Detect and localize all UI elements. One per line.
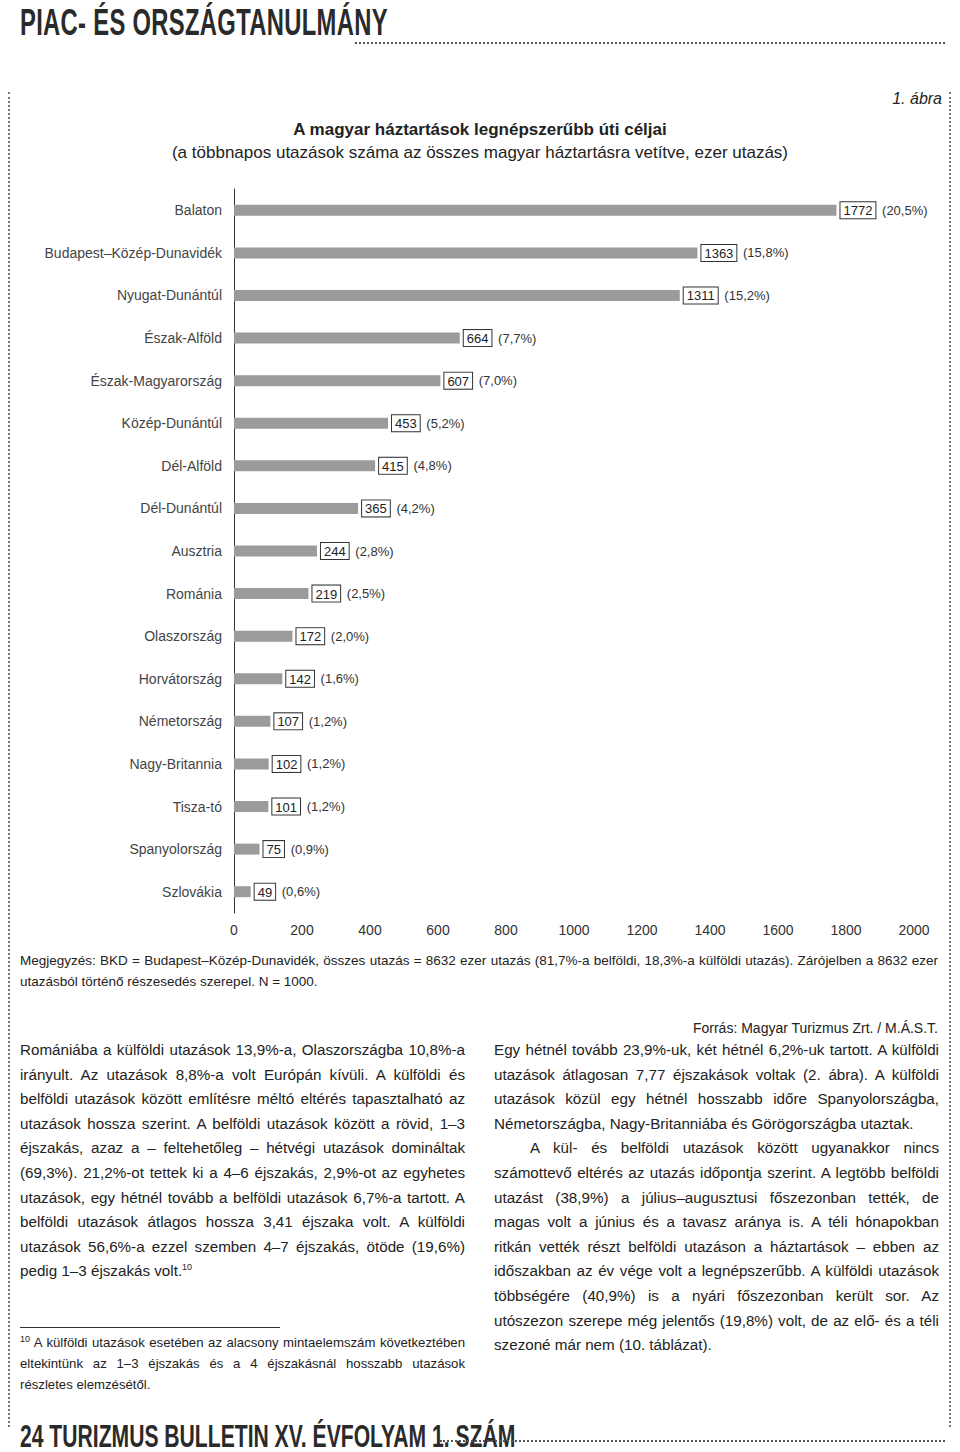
svg-text:664: 664 [467,331,489,346]
svg-text:Horvátország: Horvátország [139,671,222,687]
svg-text:(0,6%): (0,6%) [282,884,320,899]
html-text:PIAC- ÉS ORSZÁGTANULMÁNY: PIAC- ÉS ORSZÁGTANULMÁNY [20,2,388,43]
svg-text:1800: 1800 [830,922,861,938]
svg-text:1311: 1311 [687,288,715,303]
svg-text:Észak-Alföld: Észak-Alföld [144,330,222,346]
svg-text:219: 219 [315,587,337,602]
svg-text:(20,5%): (20,5%) [882,203,928,218]
svg-text:(2,5%): (2,5%) [347,586,385,601]
svg-text:1600: 1600 [762,922,793,938]
html-text:10A külföldi utazások esetében: 10A külföldi utazások esetében az alacso… [20,1333,465,1392]
html-text:Megjegyzés: BKD = Budapest–Köz: Megjegyzés: BKD = Budapest–Közép-Dunavid… [20,953,938,989]
html-text:Forrás: Magyar Turizmus Zrt. /: Forrás: Magyar Turizmus Zrt. / M.Á.S.T. [693,1020,938,1036]
svg-text:244: 244 [324,544,346,559]
svg-text:Nyugat-Dunántúl: Nyugat-Dunántúl [117,287,222,303]
svg-text:(1,2%): (1,2%) [309,714,347,729]
html-text:A magyar háztartások legnépsze: A magyar háztartások legnépszerűbb úti c… [293,120,667,139]
svg-text:Közép-Dunántúl: Közép-Dunántúl [122,415,222,431]
html-text:Romániába a külföldi utazások: Romániába a külföldi utazások 13,9%-a, O… [20,1041,465,1280]
svg-text:(7,7%): (7,7%) [498,331,536,346]
html-text:(a többnapos utazások száma az: (a többnapos utazások száma az összes ma… [172,143,788,162]
svg-text:(15,2%): (15,2%) [724,288,770,303]
svg-text:0: 0 [230,922,238,938]
svg-text:(2,0%): (2,0%) [331,629,369,644]
svg-text:75: 75 [267,842,281,857]
svg-text:Spanyolország: Spanyolország [129,841,222,857]
svg-text:Budapest–Közép-Dunavidék: Budapest–Közép-Dunavidék [45,245,223,261]
html-text:Egy hétnél tovább 23,9%-uk, ké: Egy hétnél tovább 23,9%-uk, két hétnél 6… [494,1041,939,1132]
svg-text:200: 200 [290,922,314,938]
svg-text:Dél-Dunántúl: Dél-Dunántúl [140,500,222,516]
svg-text:(1,6%): (1,6%) [321,671,359,686]
svg-text:102: 102 [276,757,298,772]
svg-text:(4,8%): (4,8%) [413,458,451,473]
svg-text:400: 400 [358,922,382,938]
svg-text:(7,0%): (7,0%) [479,373,517,388]
svg-text:49: 49 [258,885,272,900]
svg-text:1772: 1772 [843,203,872,218]
svg-text:453: 453 [395,416,417,431]
svg-text:2000: 2000 [898,922,929,938]
svg-text:107: 107 [277,714,299,729]
svg-text:Románia: Románia [166,586,222,602]
svg-text:607: 607 [447,374,469,389]
svg-text:172: 172 [299,629,321,644]
svg-text:Tisza-tó: Tisza-tó [173,799,222,815]
svg-text:Dél-Alföld: Dél-Alföld [161,458,222,474]
svg-text:101: 101 [275,800,297,815]
svg-text:600: 600 [426,922,450,938]
svg-text:(1,2%): (1,2%) [307,799,345,814]
svg-text:(5,2%): (5,2%) [426,416,464,431]
svg-text:Szlovákia: Szlovákia [162,884,222,900]
html-text:1. ábra: 1. ábra [892,90,942,107]
svg-text:1200: 1200 [626,922,657,938]
svg-text:Nagy-Britannia: Nagy-Britannia [129,756,222,772]
svg-text:1363: 1363 [704,246,733,261]
svg-text:Ausztria: Ausztria [171,543,222,559]
svg-text:1400: 1400 [694,922,725,938]
svg-text:Balaton: Balaton [175,202,222,218]
svg-text:(1,2%): (1,2%) [307,756,345,771]
svg-text:Olaszország: Olaszország [144,628,222,644]
svg-text:142: 142 [289,672,311,687]
svg-text:(4,2%): (4,2%) [396,501,434,516]
html-text:A kül- és belföldi utazások kö: A kül- és belföldi utazások között ugyan… [494,1139,939,1354]
svg-text:365: 365 [365,501,387,516]
svg-text:415: 415 [382,459,404,474]
svg-text:(2,8%): (2,8%) [355,544,393,559]
svg-text:Észak-Magyarország: Észak-Magyarország [91,373,223,389]
svg-text:1000: 1000 [558,922,589,938]
svg-text:Németország: Németország [139,713,222,729]
svg-text:(0,9%): (0,9%) [291,842,329,857]
svg-text:800: 800 [494,922,518,938]
svg-text:(15,8%): (15,8%) [743,245,789,260]
